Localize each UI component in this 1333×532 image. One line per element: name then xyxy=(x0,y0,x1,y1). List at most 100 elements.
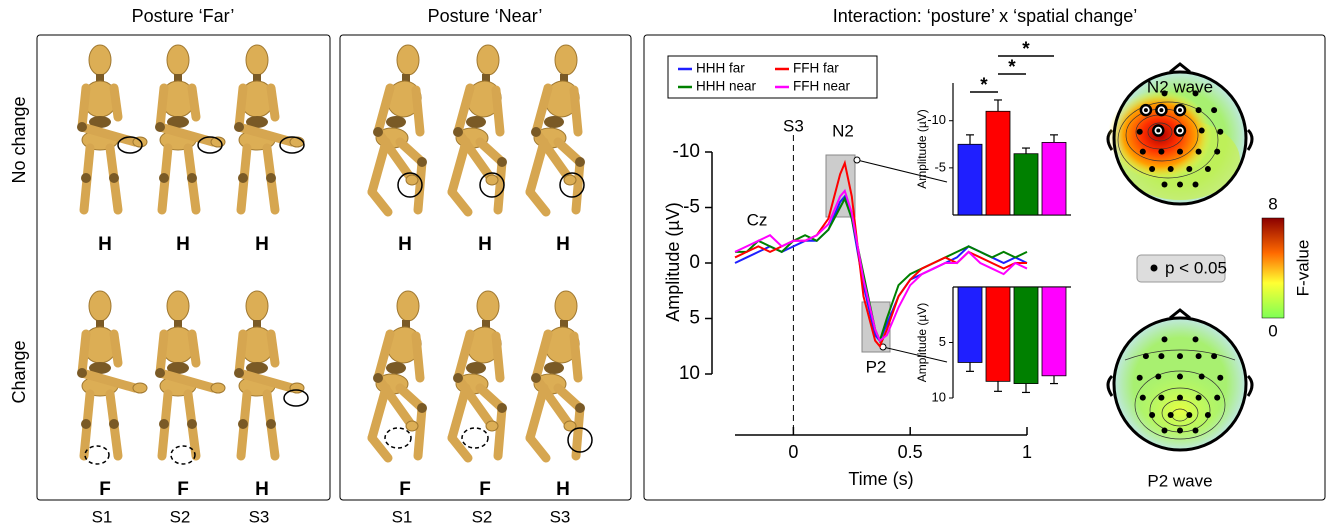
column-label: S1 xyxy=(92,507,113,526)
topo-title: N2 wave xyxy=(1147,77,1213,96)
electrode xyxy=(1214,394,1221,401)
mannequin xyxy=(155,45,225,210)
electrode xyxy=(1177,181,1183,188)
electrode xyxy=(1195,148,1202,155)
electrode xyxy=(1139,394,1146,401)
mannequin xyxy=(530,45,585,212)
electrode xyxy=(1142,353,1149,360)
bar-y-tick-label: 10 xyxy=(932,389,946,404)
significance-star: * xyxy=(980,75,988,96)
annotation: S3 xyxy=(783,116,804,135)
column-label: S3 xyxy=(249,507,270,526)
mannequin xyxy=(234,45,304,210)
electrode xyxy=(1192,336,1199,343)
annotation: P2 xyxy=(866,357,887,376)
condition-letter: H xyxy=(556,479,570,500)
y-tick-label: -5 xyxy=(683,197,700,218)
connector xyxy=(856,159,948,183)
condition-letter: F xyxy=(399,479,411,500)
row-label: No change xyxy=(9,96,29,183)
bar xyxy=(1013,286,1039,384)
y-tick-label: 5 xyxy=(689,308,700,329)
legend-label: FFH far xyxy=(793,61,839,76)
electrode xyxy=(1177,353,1183,360)
mannequin xyxy=(372,45,427,212)
column-label: S2 xyxy=(472,507,493,526)
bar-y-label: Amplitude (µV) xyxy=(915,303,929,383)
bar xyxy=(1013,153,1039,216)
electrode xyxy=(1158,148,1165,155)
panel-far xyxy=(36,34,331,501)
condition-letter: H xyxy=(98,234,112,255)
mannequins xyxy=(77,45,585,458)
electrode-center xyxy=(1178,108,1182,113)
condition-letter: H xyxy=(478,234,492,255)
electrode xyxy=(1177,427,1183,434)
electrodes xyxy=(1136,90,1224,434)
condition-letter: H xyxy=(255,234,269,255)
electrode xyxy=(1177,148,1183,155)
electrode xyxy=(1136,374,1143,381)
y-tick-label: 10 xyxy=(679,363,700,384)
condition-letter: F xyxy=(479,479,491,500)
electrode xyxy=(1195,353,1202,360)
x-tick-label: 0 xyxy=(788,442,798,462)
condition-letter: H xyxy=(398,234,412,255)
mannequin xyxy=(77,45,147,210)
electrode xyxy=(1161,336,1168,343)
electrode xyxy=(1198,373,1205,380)
bar-y-tick-label: -5 xyxy=(934,159,946,174)
annotation: Cz xyxy=(747,210,768,229)
column-label: S3 xyxy=(550,507,571,526)
electrode xyxy=(1186,412,1193,418)
panel-title: Posture ‘Far’ xyxy=(132,6,235,26)
electrode xyxy=(1161,90,1168,97)
connector-dot xyxy=(853,156,861,164)
colorbar-label: F-value xyxy=(1293,240,1312,297)
bar xyxy=(957,143,983,216)
electrode-center xyxy=(1178,128,1182,133)
mannequin xyxy=(77,291,147,456)
colorbar-tick: 0 xyxy=(1268,321,1277,340)
mannequin xyxy=(155,291,225,456)
electrode xyxy=(1158,394,1165,401)
p-legend-dot xyxy=(1150,264,1158,272)
bar xyxy=(1041,141,1067,216)
electrode xyxy=(1204,412,1211,418)
legend-label: FFH near xyxy=(793,79,851,94)
bar xyxy=(1041,286,1067,377)
panel-title: Posture ‘Near’ xyxy=(428,6,543,26)
topo-title: P2 wave xyxy=(1147,471,1212,490)
y-axis-label: Amplitude (µV) xyxy=(663,202,683,321)
legend-label: HHH far xyxy=(696,61,745,76)
electrode xyxy=(1177,373,1183,380)
erp-line xyxy=(734,188,1028,343)
column-label: S1 xyxy=(392,507,413,526)
y-tick-label: -10 xyxy=(673,141,700,162)
p-legend-box xyxy=(1136,254,1226,283)
electrode xyxy=(1195,394,1202,401)
y-tick-label: 0 xyxy=(689,252,700,273)
electrode xyxy=(1211,353,1218,360)
electrode xyxy=(1186,166,1193,172)
electrode xyxy=(1167,412,1174,418)
x-tick-label: 0.5 xyxy=(898,442,923,462)
electrode xyxy=(1198,127,1205,134)
electrode xyxy=(1177,394,1183,401)
mannequin xyxy=(234,291,304,456)
bar xyxy=(957,286,983,363)
mannequin xyxy=(452,291,507,458)
electrode xyxy=(1149,412,1156,418)
electrode xyxy=(1217,128,1224,135)
electrode xyxy=(1192,427,1199,434)
panel-near xyxy=(339,34,632,501)
electrode xyxy=(1192,90,1199,97)
highlight-circles xyxy=(84,136,593,465)
colorbar-tick: 8 xyxy=(1268,194,1277,213)
x-axis-label: Time (s) xyxy=(848,469,913,489)
electrode xyxy=(1204,166,1211,172)
electrode xyxy=(1214,148,1221,155)
condition-letter: F xyxy=(177,479,189,500)
electrode xyxy=(1195,107,1202,114)
